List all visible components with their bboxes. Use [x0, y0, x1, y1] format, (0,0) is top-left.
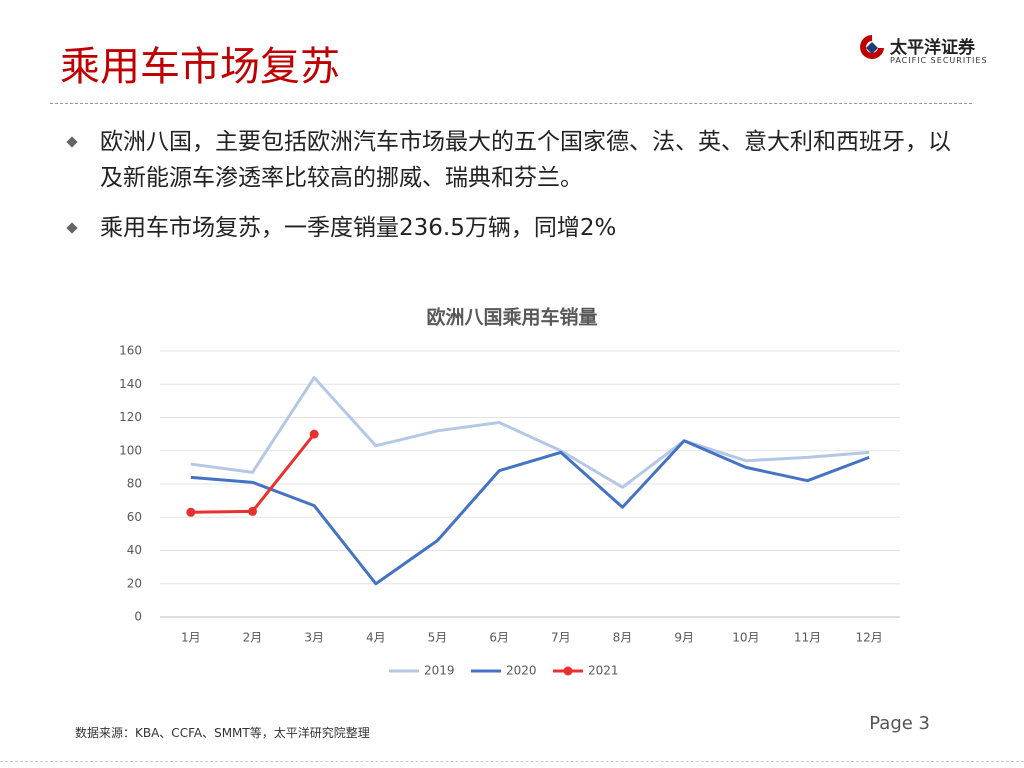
y-tick-label: 0	[134, 610, 142, 624]
y-tick-label: 60	[127, 510, 142, 524]
y-tick-label: 20	[127, 576, 142, 590]
y-tick-label: 40	[127, 543, 142, 557]
bullet: 乘用车市场复苏，一季度销量236.5万辆，同增2%	[66, 210, 960, 246]
y-tick-label: 140	[119, 377, 142, 391]
chart-title: 欧洲八国乘用车销量	[426, 306, 597, 329]
x-tick-label: 10月	[732, 631, 759, 645]
y-tick-label: 120	[119, 410, 142, 424]
legend-label: 2020	[506, 664, 537, 678]
x-tick-label: 1月	[181, 631, 201, 645]
source-note: 数据来源：KBA、CCFA、SMMT等，太平洋研究院整理	[75, 726, 370, 740]
divider	[50, 103, 972, 104]
y-tick-label: 80	[127, 477, 142, 491]
legend-label: 2019	[424, 664, 455, 678]
bullet: 欧洲八国，主要包括欧洲汽车市场最大的五个国家德、法、英、意大利和西班牙，以及新能…	[66, 124, 960, 196]
x-tick-label: 4月	[366, 631, 386, 645]
series-line	[190, 439, 870, 586]
page-number: Page 3	[869, 713, 930, 734]
chart: 欧洲八国乘用车销量 0 20 40 60 80 100 120 140 160 1月 2月 3月 4月 5…	[119, 306, 900, 678]
divider	[0, 761, 1024, 762]
point	[248, 506, 257, 516]
x-tick-label: 6月	[489, 631, 509, 645]
x-tick-label: 2月	[243, 631, 263, 645]
x-tick-label: 8月	[613, 631, 633, 645]
x-tick-label: 3月	[304, 631, 324, 645]
x-tick-label: 7月	[551, 631, 571, 645]
logo-icon	[860, 35, 884, 59]
slide-title: 乘用车市场复苏	[60, 44, 340, 90]
logo-text: 太平洋证券	[890, 38, 975, 58]
logo-subtext: PACIFIC SECURITIES	[890, 56, 988, 65]
point	[309, 429, 319, 439]
x-tick-label: 12月	[856, 631, 883, 645]
y-tick-label: 160	[119, 344, 142, 358]
point	[186, 507, 196, 517]
bullet-list: 欧洲八国，主要包括欧洲汽车市场最大的五个国家德、法、英、意大利和西班牙，以及新能…	[66, 124, 966, 260]
legend-marker	[563, 666, 573, 676]
x-tick-label: 9月	[674, 631, 694, 645]
legend-label: 2021	[588, 664, 619, 678]
x-tick-label: 11月	[794, 631, 821, 645]
x-tick-label: 5月	[428, 631, 448, 645]
y-tick-label: 100	[119, 443, 142, 457]
series-line	[190, 376, 870, 489]
